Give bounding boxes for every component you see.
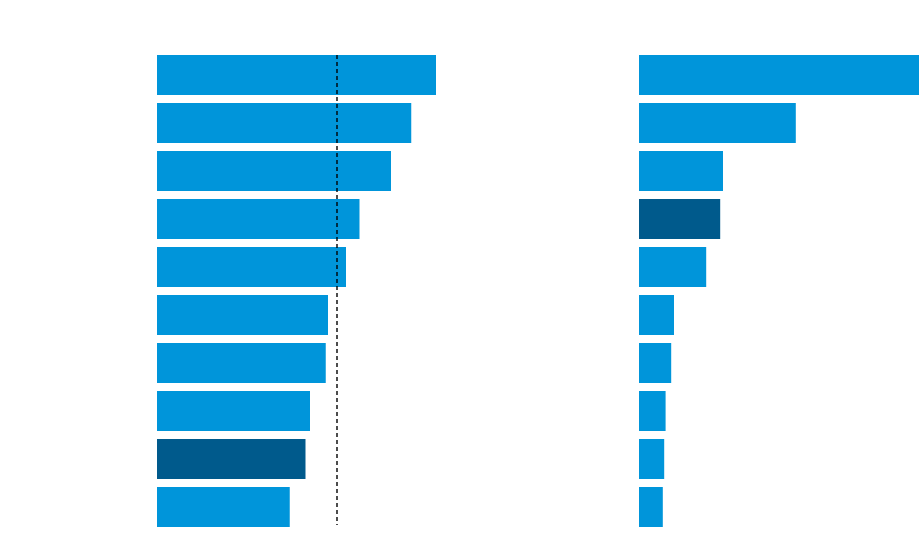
bar-1-5 (157, 247, 346, 287)
right-bar-panel (639, 55, 919, 527)
bar-2-1 (639, 55, 919, 95)
bar-1-6 (157, 295, 328, 335)
bar-1-8 (157, 391, 310, 431)
bar-2-3 (639, 151, 723, 191)
highlighted-bar-2-4 (639, 199, 721, 239)
bar-2-2 (639, 103, 796, 143)
bar-2-8 (639, 391, 666, 431)
bar-2-10 (639, 487, 663, 527)
bar-2-5 (639, 247, 707, 287)
bar-1-2 (157, 103, 412, 143)
bar-1-1 (157, 55, 436, 95)
bar-2-6 (639, 295, 674, 335)
bar-2-7 (639, 343, 672, 383)
bar-1-3 (157, 151, 391, 191)
left-bar-panel (157, 55, 436, 527)
bar-2-9 (639, 439, 665, 479)
bar-1-10 (157, 487, 290, 527)
bar-1-4 (157, 199, 360, 239)
bar-1-7 (157, 343, 326, 383)
highlighted-bar-1-9 (157, 439, 306, 479)
